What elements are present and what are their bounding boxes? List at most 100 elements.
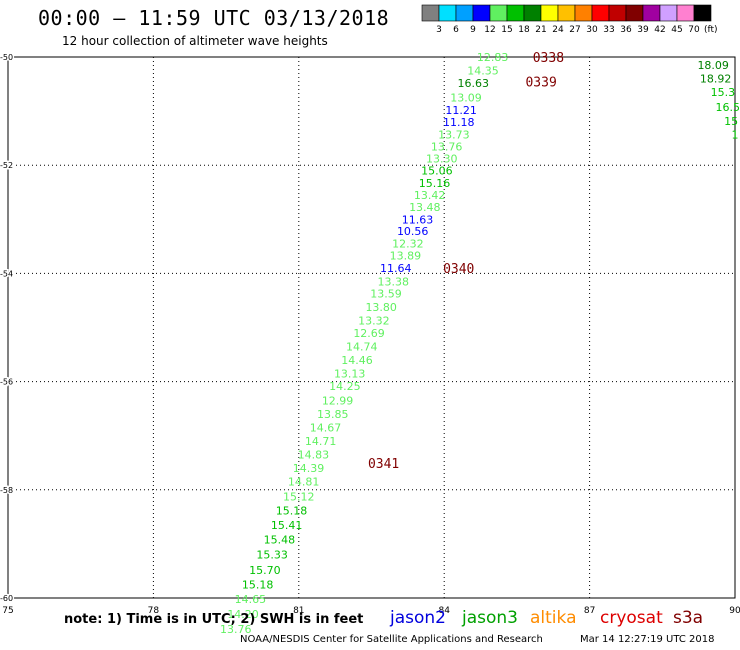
- pass-time-label: 0340: [443, 262, 474, 277]
- y-tick-label: -52: [0, 161, 13, 170]
- pass-time-label: 0341: [368, 457, 399, 472]
- swh-value-label: 14.39: [293, 462, 325, 475]
- swh-value-label: 15.48: [264, 534, 296, 547]
- swh-value-label: 13.30: [426, 153, 458, 166]
- swh-value-label: 11.64: [380, 262, 412, 275]
- legend-cryosat: cryosat: [600, 608, 663, 628]
- pass-time-label: 0338: [533, 51, 564, 66]
- swh-value-label: 13.80: [365, 301, 397, 314]
- colorbar-label: 33: [603, 25, 614, 35]
- colorbar-label: 15: [501, 25, 512, 35]
- x-tick-label: 87: [584, 606, 595, 616]
- swh-value-label: 15.06: [421, 165, 453, 178]
- swh-value-label: 15: [724, 115, 738, 128]
- colorbar-swatch: [625, 4, 644, 22]
- swh-value-label: 14.71: [305, 435, 337, 448]
- swh-value-label: 14.35: [467, 65, 499, 78]
- swh-value-label: 12.69: [353, 327, 385, 340]
- swh-value-label: 11.21: [445, 104, 477, 117]
- swh-value-label: 18.09: [697, 59, 729, 72]
- colorbar-swatch: [489, 4, 508, 22]
- y-tick-label: -60: [0, 594, 13, 603]
- swh-value-label: 13.42: [414, 189, 446, 202]
- colorbar-label: 9: [470, 25, 476, 35]
- pass-time-label: 0339: [525, 75, 556, 90]
- legend-jason2: jason2: [390, 608, 446, 628]
- legend-s3a: s3a: [673, 608, 704, 628]
- swh-value-label: 13.59: [370, 287, 402, 300]
- swh-value-label: 14.83: [298, 449, 330, 462]
- swh-value-label: 14.65: [235, 593, 267, 606]
- colorbar-label: 12: [484, 25, 495, 35]
- colorbar-swatch: [591, 4, 610, 22]
- note-text: note: 1) Time is in UTC; 2) SWH is in fe…: [64, 612, 364, 627]
- y-tick-label: -58: [0, 486, 13, 495]
- colorbar-label: 36: [620, 25, 632, 35]
- swh-value-label: 15.18: [276, 504, 308, 517]
- y-tick-label-halo: -54: [0, 269, 13, 278]
- swh-value-label: 10.56: [397, 225, 429, 238]
- x-tick-label: 81: [293, 606, 304, 616]
- swh-value-label: 15.41: [271, 519, 303, 532]
- swh-value-label: 14.74: [346, 340, 378, 353]
- colorbar-label: 6: [453, 25, 459, 35]
- y-tick-label-halo: -58: [0, 486, 13, 495]
- swh-value-label: 15.33: [256, 549, 288, 562]
- swh-value-label: 13.32: [358, 314, 390, 327]
- colorbar-label: 42: [654, 25, 665, 35]
- swh-value-label: 15.18: [242, 578, 274, 591]
- swh-value-label: 16.63: [458, 77, 490, 90]
- subtitle: 12 hour collection of altimeter wave hei…: [62, 34, 328, 48]
- swh-value-label: 13.13: [334, 367, 366, 380]
- x-tick-label: 90: [729, 606, 740, 616]
- swh-value-label: 15.3: [711, 86, 736, 99]
- swh-value-label: 15.12: [283, 490, 315, 503]
- y-tick-label-halo: -52: [0, 161, 13, 170]
- swh-value-label: 13.85: [317, 408, 349, 421]
- x-tick-label: 84: [438, 606, 450, 616]
- swh-value-label: 15.70: [249, 564, 281, 577]
- swh-value-label: 14.25: [329, 380, 361, 393]
- swh-value-label: 13.76: [220, 623, 252, 636]
- y-tick-label-halo: -60: [0, 594, 13, 603]
- swh-value-label: 16.5: [715, 101, 740, 114]
- colorbar-label: 39: [637, 25, 649, 35]
- x-tick-label: 78: [148, 606, 160, 616]
- colorbar-swatch: [421, 4, 440, 22]
- swh-value-label: 14.20: [227, 608, 259, 621]
- swh-value-label: 14.67: [310, 422, 342, 435]
- colorbar-label: 45: [671, 25, 682, 35]
- colorbar-swatch: [676, 4, 695, 22]
- swh-value-label: 11.18: [443, 116, 475, 129]
- map-frame: [7, 56, 736, 599]
- swh-value-label: 13.89: [390, 250, 422, 263]
- colorbar-swatch: [540, 4, 559, 22]
- colorbar-unit: (ft): [704, 25, 718, 35]
- colorbar-swatch: [472, 4, 491, 22]
- page-title: 00:00 – 11:59 UTC 03/13/2018: [38, 6, 390, 30]
- colorbar-swatch: [659, 4, 678, 22]
- swh-value-label: 14.81: [288, 476, 320, 489]
- colorbar-swatch: [693, 4, 712, 22]
- colorbar-label: 30: [586, 25, 598, 35]
- swh-value-label: 13.48: [409, 201, 441, 214]
- swh-value-label: 13.73: [438, 128, 470, 141]
- colorbar-swatch: [557, 4, 576, 22]
- colorbar-swatch: [523, 4, 542, 22]
- y-tick-label-halo: -56: [0, 378, 13, 387]
- swh-value-label: 1: [732, 128, 739, 141]
- swh-value-label: 13.76: [431, 140, 463, 153]
- swh-value-label: 13.09: [450, 92, 482, 105]
- y-tick-label: -50: [0, 53, 13, 62]
- colorbar-label: 18: [518, 25, 530, 35]
- colorbar-swatch: [438, 4, 457, 22]
- swh-value-label: 13.38: [378, 276, 410, 289]
- colorbar-swatch: [506, 4, 525, 22]
- colorbar-label: 3: [436, 25, 442, 35]
- colorbar-label: 24: [552, 25, 564, 35]
- swh-value-label: 14.46: [341, 354, 373, 367]
- colorbar-label: 70: [688, 25, 700, 35]
- legend-altika: altika: [530, 608, 577, 628]
